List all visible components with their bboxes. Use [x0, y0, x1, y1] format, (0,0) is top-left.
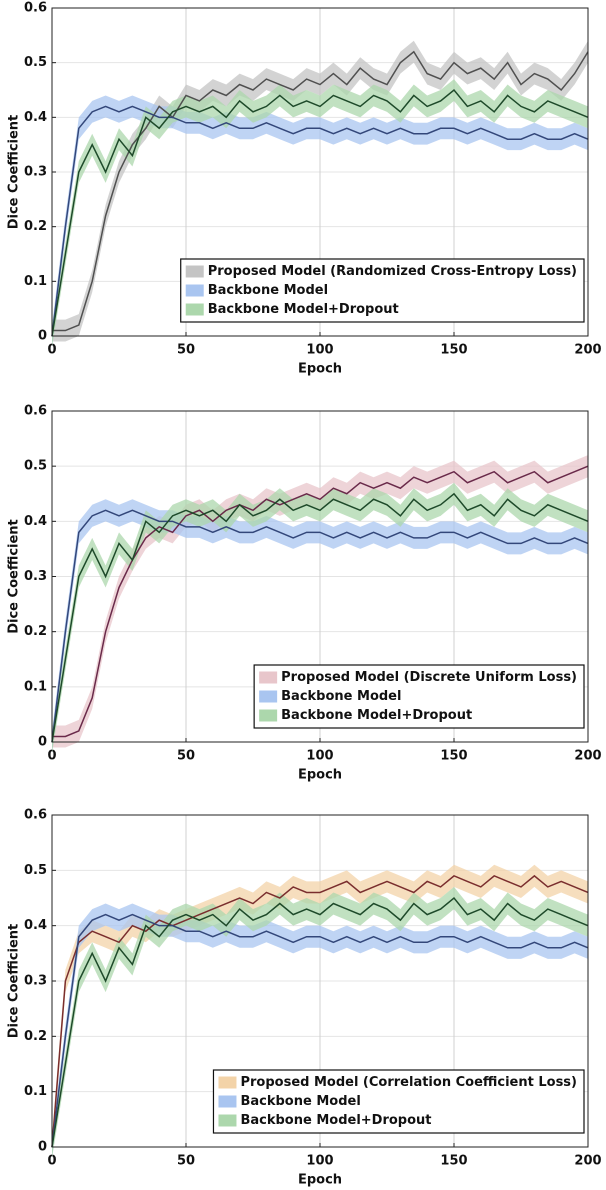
- y-tick-label: 0: [38, 1140, 47, 1155]
- y-tick-label: 0.6: [24, 1, 47, 16]
- y-tick-label: 0.4: [24, 514, 47, 529]
- legend-label: Proposed Model (Discrete Uniform Loss): [281, 670, 577, 685]
- error-band: [52, 79, 588, 347]
- x-tick-label: 200: [574, 749, 601, 764]
- x-tick-label: 150: [440, 749, 467, 764]
- y-tick-label: 0.2: [24, 219, 47, 234]
- plot-frame: [51, 7, 589, 337]
- legend-swatch: [185, 265, 204, 278]
- x-tick-label: 100: [306, 343, 333, 358]
- legend-box: [253, 664, 585, 729]
- y-tick-label: 0.1: [24, 679, 47, 694]
- legend-label: Proposed Model (Correlation Coefficient …: [240, 1075, 577, 1090]
- series-line: [51, 913, 589, 1148]
- legend-label: Backbone Model+Dropout: [208, 302, 399, 317]
- x-tick-label: 200: [574, 1154, 601, 1169]
- legend-box: [212, 1069, 585, 1134]
- series-line: [52, 465, 589, 738]
- plot-frame: [51, 814, 589, 1148]
- x-tick-label: 0: [47, 749, 56, 764]
- x-tick-label: 200: [574, 343, 601, 358]
- legend-swatch: [185, 284, 204, 297]
- y-tick-label: 0.5: [24, 55, 47, 70]
- y-tick-label: 0: [38, 735, 47, 750]
- series-line: [52, 50, 589, 332]
- x-tick-label: 50: [177, 749, 195, 764]
- x-tick-label: 100: [306, 1154, 333, 1169]
- series-line: [51, 509, 589, 743]
- y-tick-label: 0.1: [24, 1084, 47, 1099]
- legend-label: Backbone Model: [240, 1094, 360, 1109]
- legend-swatch: [259, 671, 278, 684]
- legend-swatch: [218, 1076, 237, 1089]
- x-tick-label: 0: [47, 1154, 56, 1169]
- legend: Proposed Model (Discrete Uniform Loss) Ba…: [253, 664, 585, 729]
- series-line: [51, 88, 589, 337]
- legend-swatch: [185, 303, 204, 316]
- x-axis-label: Epoch: [298, 1173, 342, 1188]
- legend-label: Backbone Model: [208, 283, 328, 298]
- x-axis-label: Epoch: [298, 768, 342, 783]
- series-line: [51, 874, 589, 1148]
- error-band: [52, 40, 588, 342]
- subplot: 0 0.1 0.2 0.3 0.4 0.5 0.6 0 50 100 150 200 Epoch Dice…: [7, 808, 602, 1188]
- y-tick-label: 0.2: [24, 1029, 47, 1044]
- legend: Proposed Model (Randomized Cross-Entropy…: [180, 258, 585, 323]
- x-axis-label: Epoch: [298, 362, 342, 377]
- y-tick-label: 0.4: [24, 918, 47, 933]
- series-line: [51, 105, 589, 337]
- y-tick-label: 0.3: [24, 974, 47, 989]
- legend-swatch: [218, 1095, 237, 1108]
- x-tick-label: 0: [47, 343, 56, 358]
- legend-label: Backbone Model: [281, 689, 401, 704]
- y-tick-label: 0.3: [24, 569, 47, 584]
- subplot: 0 0.1 0.2 0.3 0.4 0.5 0.6 0 50 100 150 200 Epoch Dice…: [7, 1, 602, 377]
- subplot: 0 0.1 0.2 0.3 0.4 0.5 0.6 0 50 100 150 200 Epoch Dice…: [7, 404, 602, 783]
- series-line: [51, 492, 589, 743]
- series-line: [51, 896, 589, 1148]
- y-tick-label: 0.4: [24, 110, 47, 125]
- x-tick-label: 50: [177, 343, 195, 358]
- legend-label: Backbone Model+Dropout: [240, 1113, 431, 1128]
- y-tick-label: 0.2: [24, 624, 47, 639]
- y-tick-label: 0: [38, 329, 47, 344]
- legend-swatch: [259, 690, 278, 703]
- legend-swatch: [259, 709, 278, 722]
- plot-frame: [51, 410, 589, 743]
- y-tick-label: 0.5: [24, 459, 47, 474]
- x-tick-label: 150: [440, 1154, 467, 1169]
- x-tick-label: 100: [306, 749, 333, 764]
- y-tick-label: 0.5: [24, 863, 47, 878]
- legend-label: Proposed Model (Randomized Cross-Entropy…: [208, 264, 577, 279]
- y-axis-label: Dice Coefficient: [7, 924, 22, 1039]
- y-tick-label: 0.3: [24, 165, 47, 180]
- x-tick-label: 150: [440, 343, 467, 358]
- y-axis-label: Dice Coefficient: [7, 519, 22, 634]
- legend-box: [180, 258, 585, 323]
- y-axis-label: Dice Coefficient: [7, 115, 22, 230]
- error-band: [52, 886, 588, 1159]
- x-tick-label: 50: [177, 1154, 195, 1169]
- y-tick-label: 0.6: [24, 404, 47, 419]
- y-tick-label: 0.1: [24, 274, 47, 289]
- legend: Proposed Model (Correlation Coefficient …: [212, 1069, 585, 1134]
- legend-swatch: [218, 1114, 237, 1127]
- legend-label: Backbone Model+Dropout: [281, 708, 472, 723]
- y-tick-label: 0.6: [24, 808, 47, 823]
- error-band: [52, 482, 588, 754]
